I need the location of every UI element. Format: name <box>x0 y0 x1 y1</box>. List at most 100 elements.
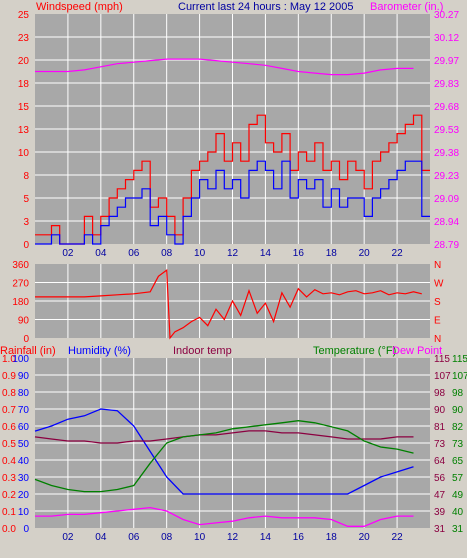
barometer-y-tick: 29.23 <box>434 171 459 182</box>
chart-title: Current last 24 hours : May 12 2005 <box>178 1 353 13</box>
dewpoint-y-tick: 115 <box>452 354 467 365</box>
rainfall-y-tick: 0.0 <box>2 524 16 535</box>
barometer-y-tick: 29.38 <box>434 148 459 159</box>
wind-gust-line <box>35 114 430 245</box>
x-tick-label: 04 <box>95 532 107 543</box>
compass-y-tick: N <box>434 334 441 345</box>
barometer-y-tick: 29.83 <box>434 79 459 90</box>
humidity-y-tick: 20 <box>18 490 30 501</box>
direction-y-tick: 180 <box>12 297 29 308</box>
wind-y-tick: 18 <box>18 79 30 90</box>
wind-y-tick: 5 <box>23 194 29 205</box>
x-tick-label: 06 <box>128 248 140 259</box>
temp-y-tick: 107 <box>434 371 451 382</box>
wind-y-tick: 23 <box>18 33 30 44</box>
x-tick-label: 20 <box>359 248 371 259</box>
x-tick-label: 10 <box>194 532 206 543</box>
humidity-y-tick: 80 <box>18 388 30 399</box>
x-tick-label: 20 <box>359 532 371 543</box>
compass-y-tick: S <box>434 297 441 308</box>
rainfall-y-tick: 0.1 <box>2 507 16 518</box>
barometer-y-tick: 29.97 <box>434 56 459 67</box>
dewpoint-y-tick: 31 <box>452 524 464 535</box>
temp-y-tick: 31 <box>434 524 446 535</box>
x-tick-label: 12 <box>227 248 239 259</box>
rainfall-y-tick: 0.7 <box>2 405 16 416</box>
barometer-y-tick: 29.68 <box>434 102 459 113</box>
x-tick-label: 08 <box>161 532 173 543</box>
temp-y-tick: 115 <box>434 354 450 365</box>
wind-direction-line <box>35 269 422 340</box>
wind-y-tick: 15 <box>18 102 30 113</box>
barometer-y-tick: 28.94 <box>434 217 459 228</box>
temp-y-tick: 73 <box>434 439 446 450</box>
rainfall-label: Rainfall (in) <box>0 345 56 357</box>
temperature-label: Temperature (°F) <box>313 345 396 357</box>
temp-y-tick: 47 <box>434 490 446 501</box>
direction-y-tick: 360 <box>12 260 29 271</box>
humidity-line <box>34 408 414 495</box>
temp-y-tick: 39 <box>434 507 446 518</box>
direction-y-tick: 90 <box>18 316 30 327</box>
dewpoint-y-tick: 40 <box>452 507 464 518</box>
barometer-line <box>35 58 414 76</box>
rainfall-y-tick: 0.4 <box>2 456 16 467</box>
direction-y-tick: 0 <box>23 334 29 345</box>
rainfall-y-tick: 0.3 <box>2 473 16 484</box>
rainfall-y-tick: 0.5 <box>2 439 16 450</box>
barometer-label: Barometer (in.) <box>370 1 443 13</box>
temperature-line <box>34 420 414 493</box>
x-tick-label: 08 <box>161 248 173 259</box>
wind-y-tick: 20 <box>18 56 30 67</box>
humidity-y-tick: 60 <box>18 422 30 433</box>
temp-y-tick: 56 <box>434 473 446 484</box>
wind-y-tick: 8 <box>23 171 29 182</box>
humidity-label: Humidity (%) <box>68 345 131 357</box>
x-tick-label: 18 <box>326 532 338 543</box>
wind-grid <box>35 14 430 244</box>
wind-y-tick: 10 <box>18 148 30 159</box>
rainfall-y-tick: 0.2 <box>2 490 16 501</box>
x-tick-label: 06 <box>128 532 140 543</box>
humidity-series <box>34 408 414 527</box>
dewpoint-y-tick: 107 <box>452 371 467 382</box>
compass-y-tick: E <box>434 316 441 327</box>
wind-y-tick: 3 <box>23 217 29 228</box>
compass-y-tick: W <box>434 279 444 290</box>
direction-y-tick: 270 <box>12 279 29 290</box>
humidity-y-tick: 100 <box>12 354 29 365</box>
humidity-y-tick: 0 <box>23 524 29 535</box>
wind-label: Windspeed (mph) <box>36 1 123 13</box>
indoor-temp-line <box>34 430 414 444</box>
x-tick-label: 16 <box>293 248 305 259</box>
temp-y-tick: 81 <box>434 422 446 433</box>
compass-y-tick: N <box>434 260 441 271</box>
humidity-y-tick: 70 <box>18 405 30 416</box>
temp-y-tick: 90 <box>434 405 446 416</box>
dewpoint-y-tick: 90 <box>452 405 464 416</box>
dewpoint-y-tick: 82 <box>452 422 464 433</box>
wind-average-line <box>35 160 430 245</box>
rainfall-y-tick: 0.9 <box>2 371 16 382</box>
rainfall-y-tick: 0.6 <box>2 422 16 433</box>
wind-series <box>35 58 430 245</box>
x-tick-label: 10 <box>194 248 206 259</box>
x-tick-label: 22 <box>392 248 404 259</box>
dewpoint-y-tick: 49 <box>452 490 464 501</box>
rainfall-y-tick: 0.8 <box>2 388 16 399</box>
barometer-y-tick: 28.79 <box>434 240 459 251</box>
x-tick-label: 22 <box>392 532 404 543</box>
wind-y-tick: 0 <box>23 240 29 251</box>
humidity-y-tick: 90 <box>18 371 30 382</box>
barometer-y-tick: 29.53 <box>434 125 459 136</box>
wind-y-tick: 13 <box>18 125 30 136</box>
dewpoint-y-tick: 73 <box>452 439 464 450</box>
x-tick-label: 04 <box>95 248 107 259</box>
x-tick-label: 14 <box>260 532 272 543</box>
humidity-y-tick: 40 <box>18 456 30 467</box>
x-tick-label: 14 <box>260 248 272 259</box>
wind-y-tick: 25 <box>18 10 30 21</box>
barometer-y-tick: 29.09 <box>434 194 459 205</box>
